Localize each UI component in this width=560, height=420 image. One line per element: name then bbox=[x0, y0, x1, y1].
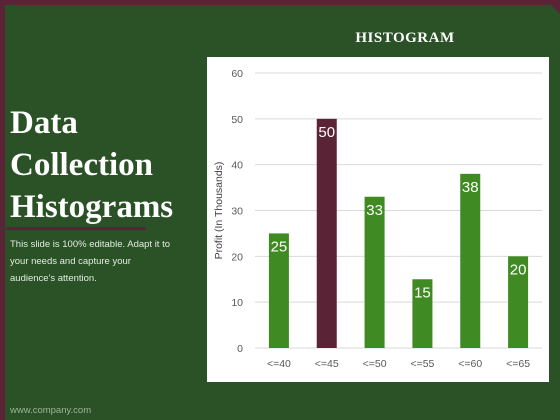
x-tick-label: <=60 bbox=[458, 358, 482, 370]
histogram-bar bbox=[316, 118, 337, 348]
left-accent-bar bbox=[0, 0, 5, 420]
chart-panel: 0 10 20 30 40 50 60 25 <=40 50 <=45 33 <=50 15 <=55 38 <… bbox=[207, 57, 549, 382]
bar-value-label: 15 bbox=[414, 284, 431, 301]
chart-title: HISTOGRAM bbox=[355, 30, 455, 46]
footer-url: www.company.com bbox=[10, 405, 92, 416]
slide-title-line: Collection bbox=[10, 147, 153, 183]
x-tick-label: <=50 bbox=[363, 358, 387, 370]
histogram-bar bbox=[460, 173, 481, 348]
slide-description: This slide is 100% editable. Adapt it to… bbox=[10, 236, 190, 287]
histogram-chart: 0 10 20 30 40 50 60 25 <=40 50 <=45 33 <=50 15 <=55 38 <… bbox=[213, 68, 542, 370]
corner-accent bbox=[546, 0, 560, 14]
bar-value-label: 20 bbox=[510, 261, 527, 278]
histogram-bar bbox=[412, 279, 433, 348]
y-axis-title: Profit (In Thousands) bbox=[213, 162, 225, 260]
top-accent-bar bbox=[0, 0, 560, 5]
bar-value-label: 25 bbox=[271, 238, 288, 255]
y-tick-label: 30 bbox=[231, 206, 243, 218]
y-tick-label: 60 bbox=[231, 68, 243, 80]
description-line: audience's attention. bbox=[10, 273, 97, 284]
slide-title-line: Histograms bbox=[10, 189, 174, 225]
histogram-bar bbox=[268, 233, 289, 348]
bar-value-label: 38 bbox=[462, 179, 479, 196]
slide-title-line: Data bbox=[10, 105, 78, 141]
slide-title: Data Collection Histograms bbox=[10, 102, 200, 228]
y-tick-label: 50 bbox=[231, 114, 243, 126]
y-tick-label: 0 bbox=[237, 343, 243, 355]
bar-value-label: 33 bbox=[366, 202, 383, 219]
title-underline bbox=[6, 227, 146, 230]
x-tick-label: <=65 bbox=[506, 358, 530, 370]
y-tick-label: 40 bbox=[231, 160, 243, 172]
histogram-bar bbox=[508, 256, 529, 348]
histogram-bar bbox=[364, 196, 385, 348]
x-tick-label: <=45 bbox=[315, 358, 339, 370]
x-tick-label: <=40 bbox=[267, 358, 291, 370]
description-line: This slide is 100% editable. Adapt it to bbox=[10, 239, 171, 250]
y-tick-label: 10 bbox=[231, 297, 243, 309]
bar-value-label: 50 bbox=[318, 124, 335, 141]
description-line: your needs and capture your bbox=[10, 256, 131, 267]
x-tick-label: <=55 bbox=[410, 358, 434, 370]
y-tick-label: 20 bbox=[231, 251, 243, 263]
